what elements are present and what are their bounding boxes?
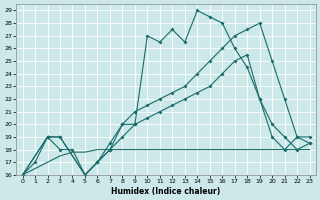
X-axis label: Humidex (Indice chaleur): Humidex (Indice chaleur) [111,187,221,196]
